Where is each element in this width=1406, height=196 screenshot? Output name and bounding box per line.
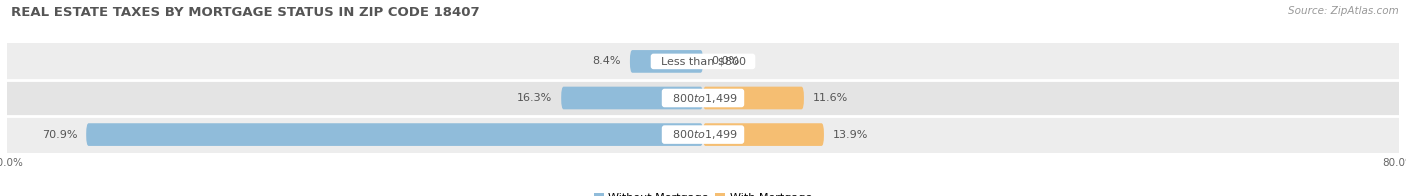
FancyBboxPatch shape (703, 87, 804, 109)
Text: 8.4%: 8.4% (593, 56, 621, 66)
Text: $800 to $1,499: $800 to $1,499 (665, 128, 741, 141)
Text: 16.3%: 16.3% (517, 93, 553, 103)
FancyBboxPatch shape (703, 123, 824, 146)
Text: 13.9%: 13.9% (832, 130, 868, 140)
Text: 0.0%: 0.0% (711, 56, 740, 66)
FancyBboxPatch shape (561, 87, 703, 109)
Text: 11.6%: 11.6% (813, 93, 848, 103)
Text: Source: ZipAtlas.com: Source: ZipAtlas.com (1288, 6, 1399, 16)
Legend: Without Mortgage, With Mortgage: Without Mortgage, With Mortgage (589, 189, 817, 196)
Text: 70.9%: 70.9% (42, 130, 77, 140)
Bar (7, 80, 1399, 116)
Bar (7, 43, 1399, 80)
Text: Less than $800: Less than $800 (654, 56, 752, 66)
Text: REAL ESTATE TAXES BY MORTGAGE STATUS IN ZIP CODE 18407: REAL ESTATE TAXES BY MORTGAGE STATUS IN … (11, 6, 479, 19)
Text: $800 to $1,499: $800 to $1,499 (665, 92, 741, 104)
FancyBboxPatch shape (86, 123, 703, 146)
Bar (7, 116, 1399, 153)
FancyBboxPatch shape (630, 50, 703, 73)
